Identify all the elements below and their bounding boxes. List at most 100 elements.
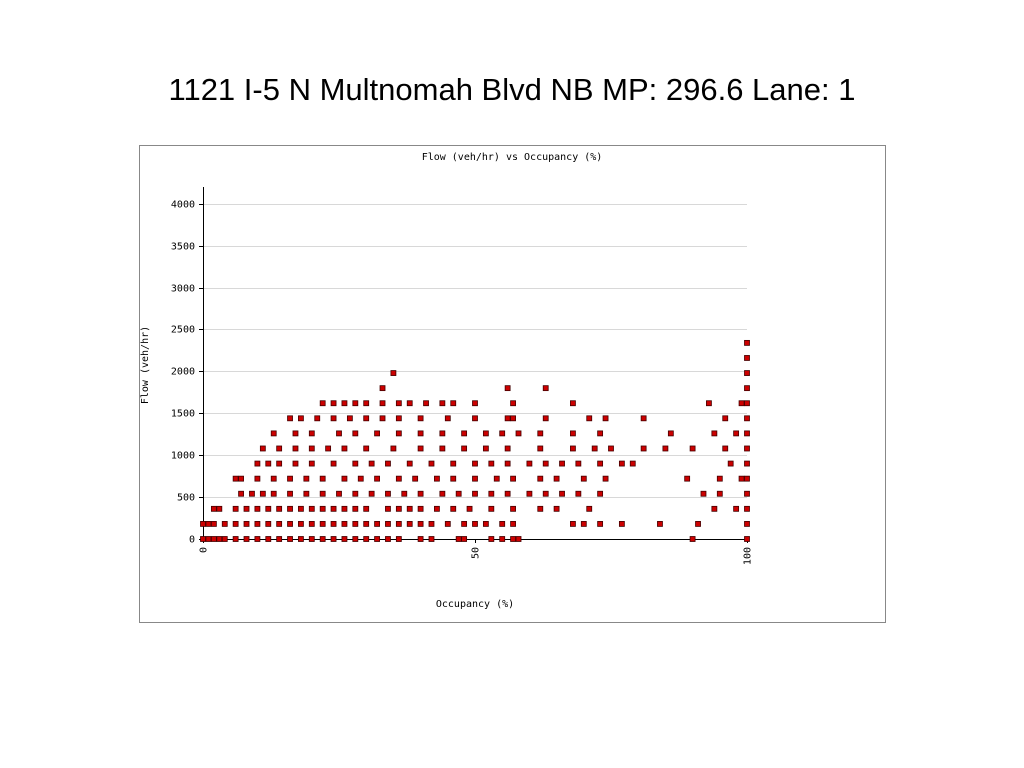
point [243, 536, 250, 542]
point [363, 521, 370, 527]
point [716, 475, 723, 482]
point [319, 521, 326, 527]
point [330, 505, 337, 512]
point [684, 475, 691, 482]
point [461, 536, 468, 542]
point [618, 521, 625, 527]
point [336, 430, 342, 437]
point [325, 445, 332, 452]
point [488, 536, 495, 542]
point [488, 490, 495, 497]
point [461, 445, 468, 452]
point [510, 505, 516, 512]
point [602, 475, 609, 482]
point [200, 536, 206, 542]
point [559, 460, 565, 467]
point [417, 430, 424, 437]
point [472, 475, 478, 482]
point [537, 505, 544, 512]
point [461, 430, 468, 437]
point [292, 445, 299, 452]
point [586, 505, 593, 512]
point [374, 536, 380, 542]
point [319, 536, 326, 542]
point [249, 490, 255, 497]
point [363, 505, 370, 512]
point [667, 430, 674, 437]
point [336, 490, 342, 497]
point [542, 415, 549, 422]
point [722, 445, 729, 452]
point [308, 460, 315, 467]
point [216, 505, 223, 512]
point [270, 475, 277, 482]
point [597, 460, 604, 467]
point [406, 505, 413, 512]
point [368, 490, 375, 497]
point [482, 430, 489, 437]
point [292, 460, 299, 467]
point [390, 370, 397, 376]
point [727, 460, 734, 467]
point [640, 445, 647, 452]
point [276, 460, 283, 467]
point [744, 490, 750, 497]
point [444, 521, 451, 527]
point [379, 385, 386, 392]
point [570, 445, 576, 452]
point [515, 430, 522, 437]
y-tick-label: 0 [189, 535, 195, 546]
point [298, 415, 304, 422]
point [308, 521, 315, 527]
point [238, 475, 244, 482]
point [363, 400, 370, 407]
point [385, 490, 391, 497]
x-axis-label: Occupancy (%) [436, 599, 514, 610]
point [488, 460, 495, 467]
point [444, 415, 451, 422]
point [330, 536, 337, 542]
point [744, 400, 750, 407]
point [526, 460, 533, 467]
point [385, 536, 391, 542]
point [580, 475, 587, 482]
point [482, 521, 489, 527]
point [374, 475, 380, 482]
point [298, 505, 304, 512]
point [744, 445, 750, 452]
point [744, 505, 750, 512]
point [700, 490, 707, 497]
point [298, 536, 304, 542]
point [308, 430, 315, 437]
point [243, 521, 250, 527]
point [526, 490, 533, 497]
point [341, 536, 348, 542]
point [515, 536, 522, 542]
point [689, 536, 696, 542]
point [428, 521, 435, 527]
x-tick-label: 100 [743, 547, 754, 565]
point [259, 490, 266, 497]
point [559, 490, 565, 497]
point [330, 521, 337, 527]
y-tick-label: 2000 [171, 367, 195, 378]
y-tick-label: 1000 [171, 451, 195, 462]
point [292, 430, 299, 437]
point [629, 460, 636, 467]
point [352, 430, 359, 437]
point [319, 400, 326, 407]
point [379, 415, 386, 422]
point [597, 490, 604, 497]
point [254, 505, 261, 512]
point [352, 400, 359, 407]
point [510, 475, 516, 482]
point [385, 505, 391, 512]
point [287, 536, 293, 542]
point [744, 385, 750, 392]
point [472, 490, 478, 497]
point [597, 521, 604, 527]
point [439, 430, 446, 437]
point [276, 445, 283, 452]
point [341, 521, 348, 527]
point [455, 536, 462, 542]
